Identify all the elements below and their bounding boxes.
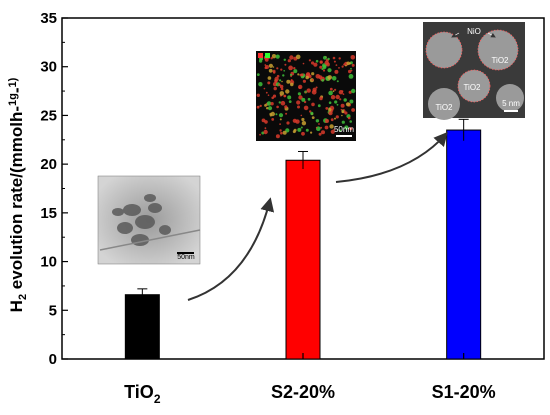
x-tick-label-2: S1-20%	[432, 382, 496, 402]
y-tick-label-35: 35	[40, 10, 57, 27]
y-tick-label-20: 20	[40, 156, 57, 173]
y-axis-label: H2 evolution rate/(mmolh-1g-1)	[7, 77, 29, 312]
inset-s1-hrtem: NiO TiO2 TiO2 TiO2 5 nm	[423, 22, 525, 120]
y-axis-ticks: 0 5 10 15 20 25 30 35	[40, 10, 68, 368]
x-axis-labels: TiO2 S2-20% S1-20%	[124, 382, 496, 406]
x-tick-label-1: S2-20%	[271, 382, 335, 402]
svg-text:TiO2: TiO2	[463, 83, 481, 92]
y-tick-label-5: 5	[49, 302, 57, 319]
y-tick-label-30: 30	[40, 59, 57, 76]
bar-2	[446, 129, 482, 360]
inset-s2-map: 50nm	[256, 51, 356, 141]
x-tick-label-0: TiO2	[124, 382, 161, 406]
arrow-s2-to-s1	[335, 131, 448, 183]
svg-text:TiO2: TiO2	[491, 56, 509, 65]
inset-tio2-scale: 50nm	[177, 254, 195, 261]
inset-tio2-tem: 50nm	[97, 175, 201, 265]
bar-1	[285, 159, 321, 360]
inset-s1-scale: 5 nm	[502, 99, 520, 108]
bars	[124, 118, 482, 360]
svg-text:TiO2: TiO2	[435, 103, 453, 112]
y-tick-label-0: 0	[49, 351, 57, 368]
y-tick-label-25: 25	[40, 107, 57, 124]
svg-text:NiO: NiO	[467, 27, 481, 36]
y-tick-label-10: 10	[40, 254, 57, 271]
y-tick-label-15: 15	[40, 205, 57, 222]
inset-s2-scale: 50nm	[334, 125, 354, 134]
bar-0	[124, 294, 160, 360]
arrow-tio2-to-s2	[187, 197, 275, 301]
